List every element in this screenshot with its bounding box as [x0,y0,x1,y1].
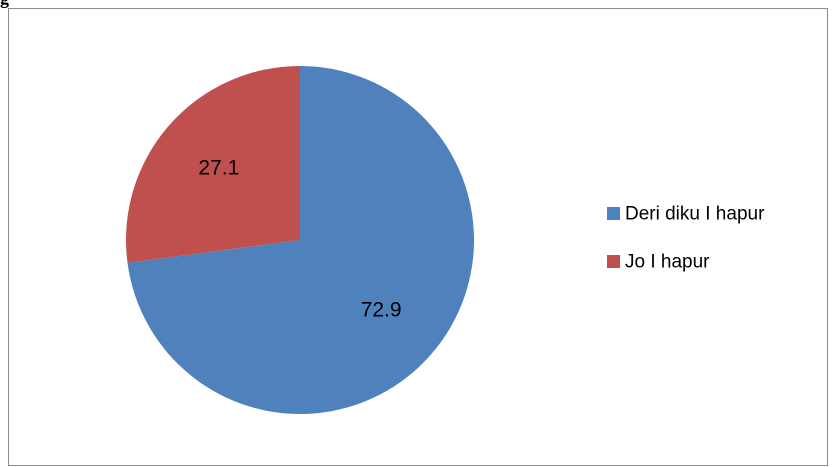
data-label-1: 72.9 [361,299,402,322]
pie-slice-1 [127,66,475,414]
legend-swatch-2 [607,255,620,268]
legend-label-2: Jo I hapur [625,252,710,273]
page-text-fragment-text: g [0,0,9,8]
page-text-fragment: g [0,0,833,8]
pie-data-labels: 72.9 27.1 [198,156,401,321]
legend-swatch-1 [607,207,620,220]
legend-label-1: Deri diku I hapur [625,204,765,225]
legend: Deri diku I hapur Jo I hapur [607,204,765,273]
pie-slices [125,66,475,414]
pie-slice-2 [125,66,300,263]
data-label-2: 27.1 [198,156,239,179]
